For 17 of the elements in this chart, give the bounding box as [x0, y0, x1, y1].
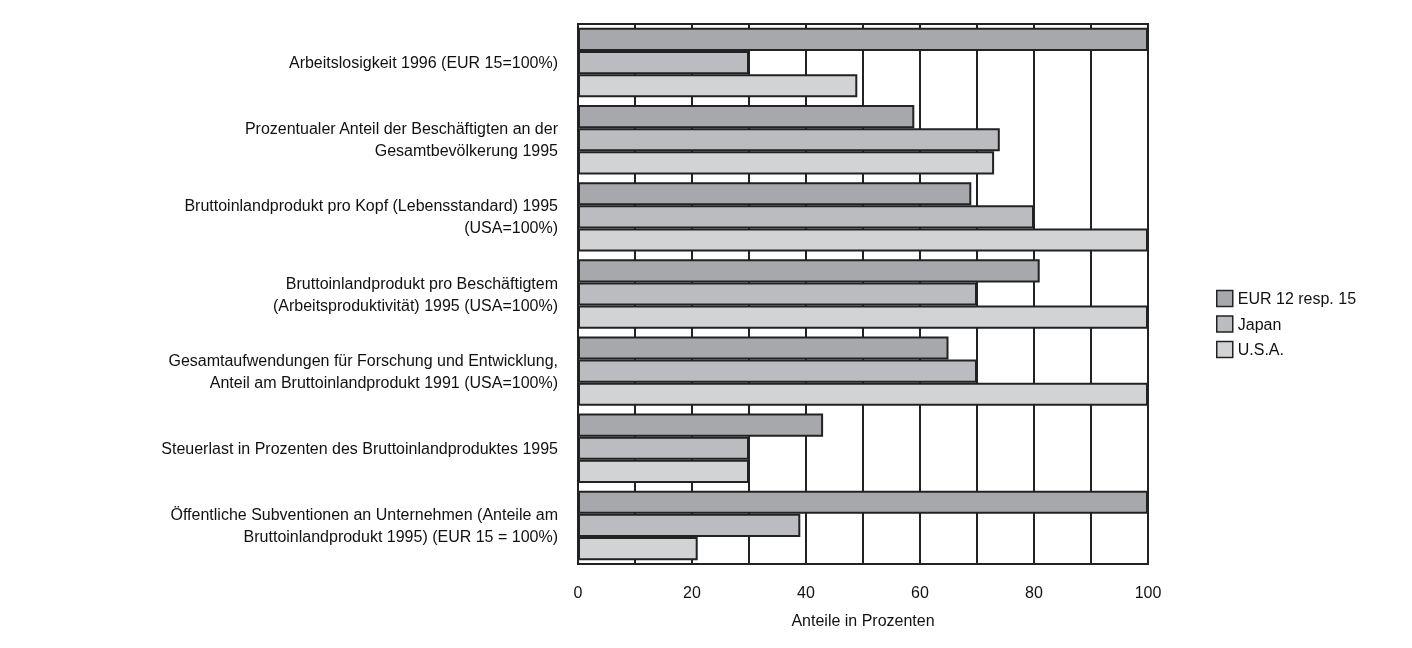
x-tick-label: 80	[1025, 583, 1043, 601]
legend-label: U.S.A.	[1237, 341, 1284, 358]
x-tick-label: 100	[1134, 583, 1162, 601]
x-tick-label: 60	[911, 583, 929, 601]
x-tick-label: 0	[573, 583, 583, 601]
x-axis-title: Anteile in Prozenten	[791, 611, 935, 629]
y-tick-label: Bruttoinlandprodukt pro Beschäftigtem (Arbeitsproduktivität) 1995 (USA=100%)	[272, 274, 558, 314]
legend-label: EUR 12 resp. 15	[1237, 290, 1357, 307]
legend-label: Japan	[1237, 315, 1282, 333]
x-tick-label: 40	[797, 583, 815, 601]
x-tick-label: 20	[683, 583, 701, 601]
y-tick-label: Prozentualer Anteil der Beschäftigten an der Gesamtbevölkerung 1995	[244, 120, 559, 160]
y-tick-label: Arbeitslosigkeit 1996 (EUR 15=100%)	[288, 54, 558, 72]
y-tick-label: Bruttoinlandprodukt pro Kopf (Lebensstandard) 1995 (USA=100%)	[184, 197, 559, 237]
y-tick-label: Gesamtaufwendungen für Forschung und Entwicklung, Anteil am Bruttoinlandprodukt 1991 (USA=100%)	[168, 351, 558, 391]
y-tick-label: Steuerlast in Prozenten des Bruttoinlandproduktes 1995	[161, 439, 559, 457]
y-tick-label: Öffentliche Subventionen an Unternehmen (Anteile am Bruttoinlandprodukt 1995) (EUR 15 = 100%)	[170, 505, 558, 545]
